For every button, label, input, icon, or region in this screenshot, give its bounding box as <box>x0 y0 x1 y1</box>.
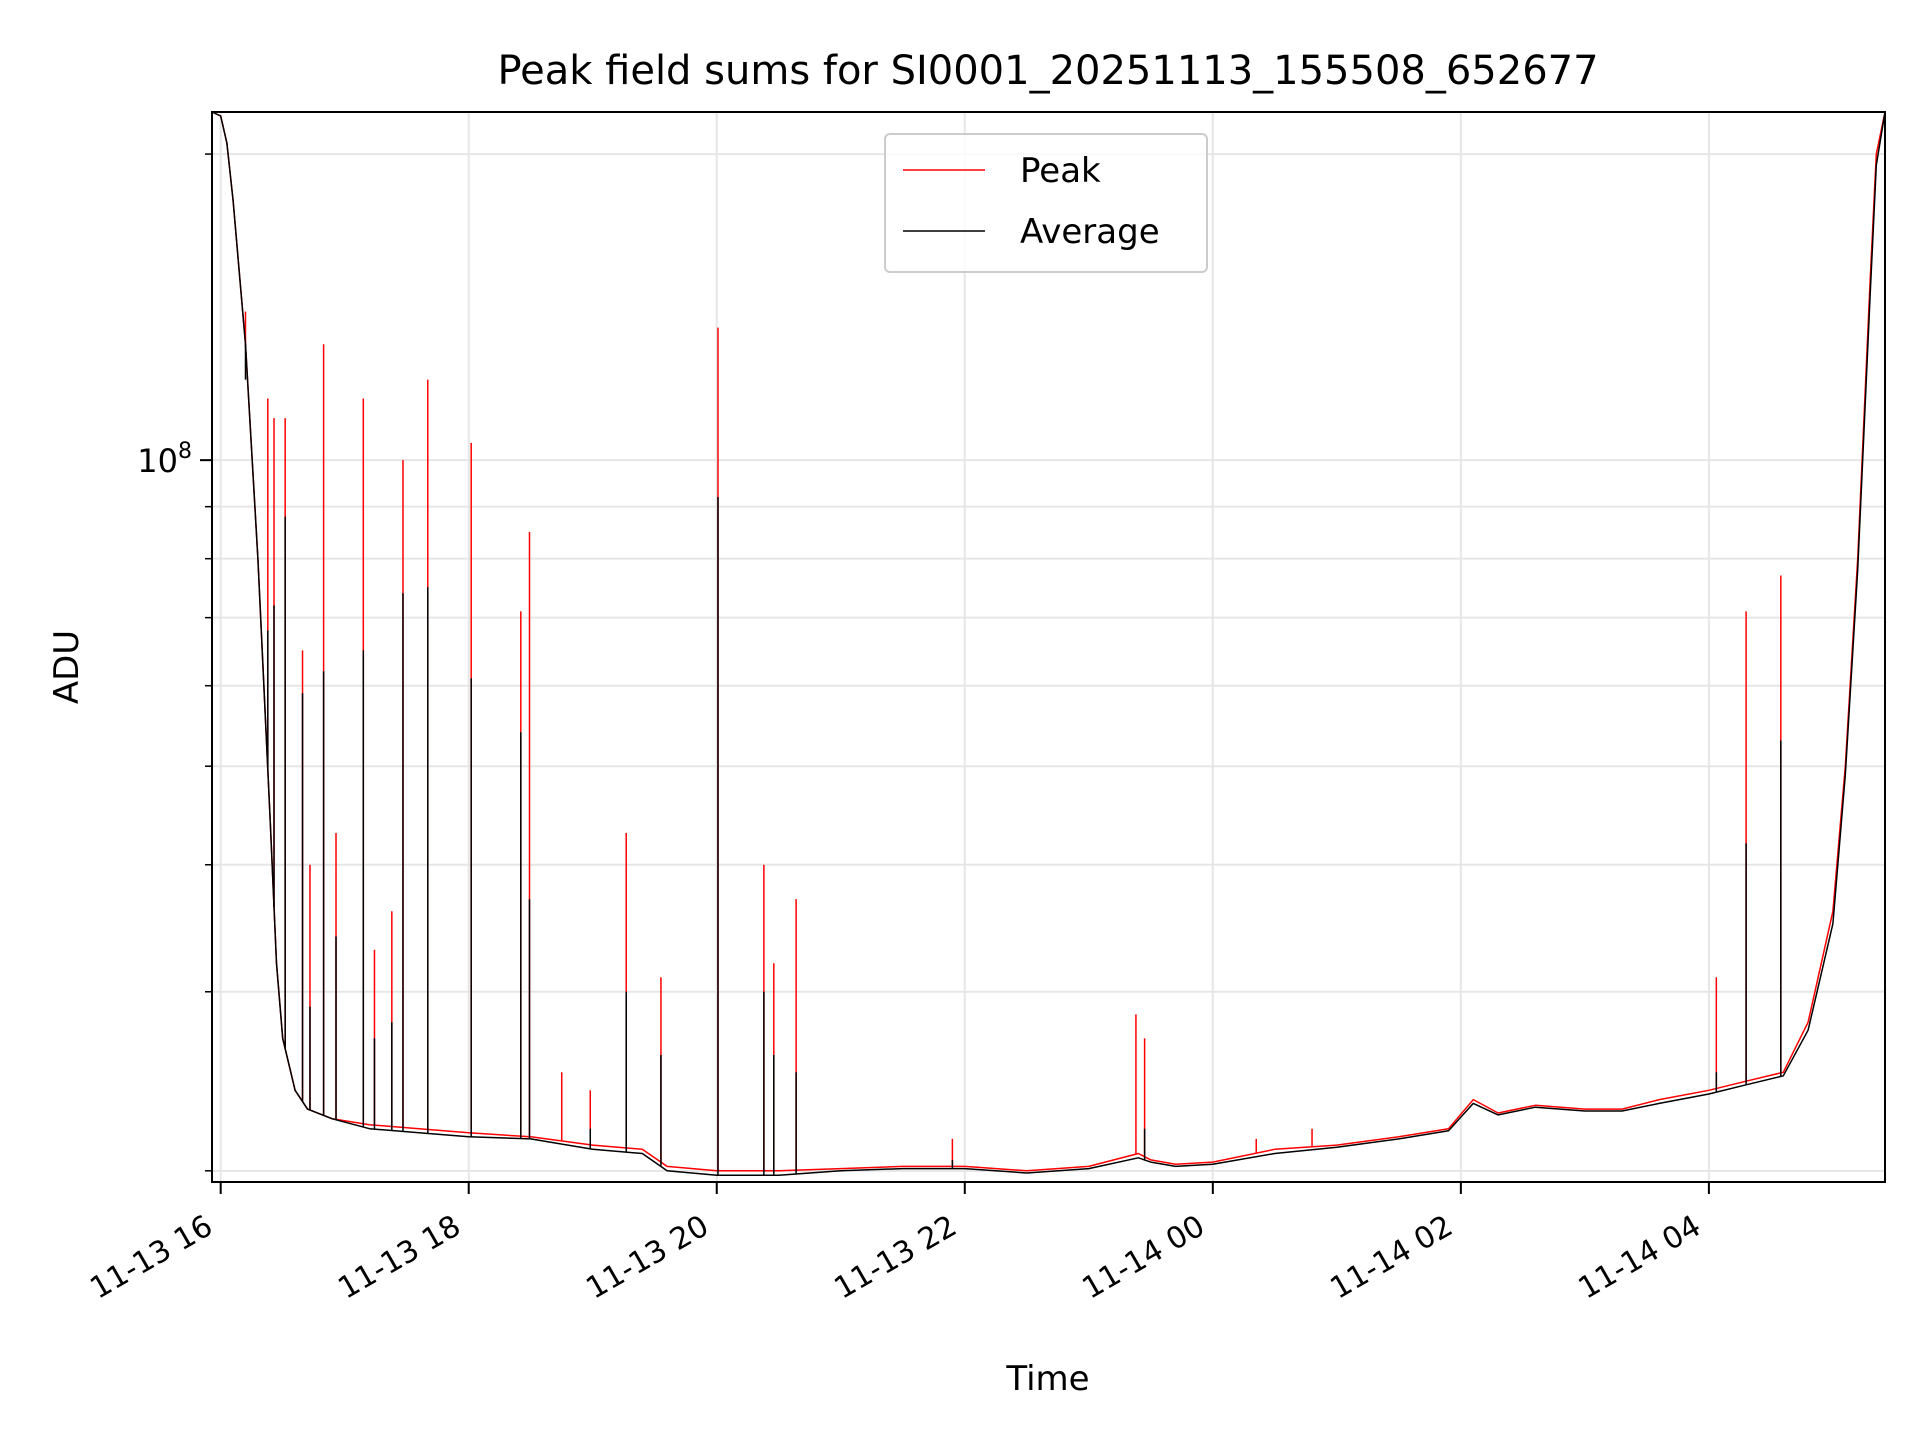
legend: Peak Average <box>884 133 1208 273</box>
legend-box <box>884 133 1208 273</box>
legend-average-label: Average <box>1020 212 1160 252</box>
x-axis-label: Time <box>1005 1359 1089 1399</box>
plot-area <box>211 111 1886 1177</box>
chart-title: Peak field sums for SI0001_20251113_1555… <box>497 48 1598 94</box>
legend-peak-label: Peak <box>1020 151 1101 191</box>
plot-frame <box>211 111 1886 1183</box>
y-axis-label: ADU <box>47 630 87 704</box>
grid-lines <box>212 112 1885 1182</box>
